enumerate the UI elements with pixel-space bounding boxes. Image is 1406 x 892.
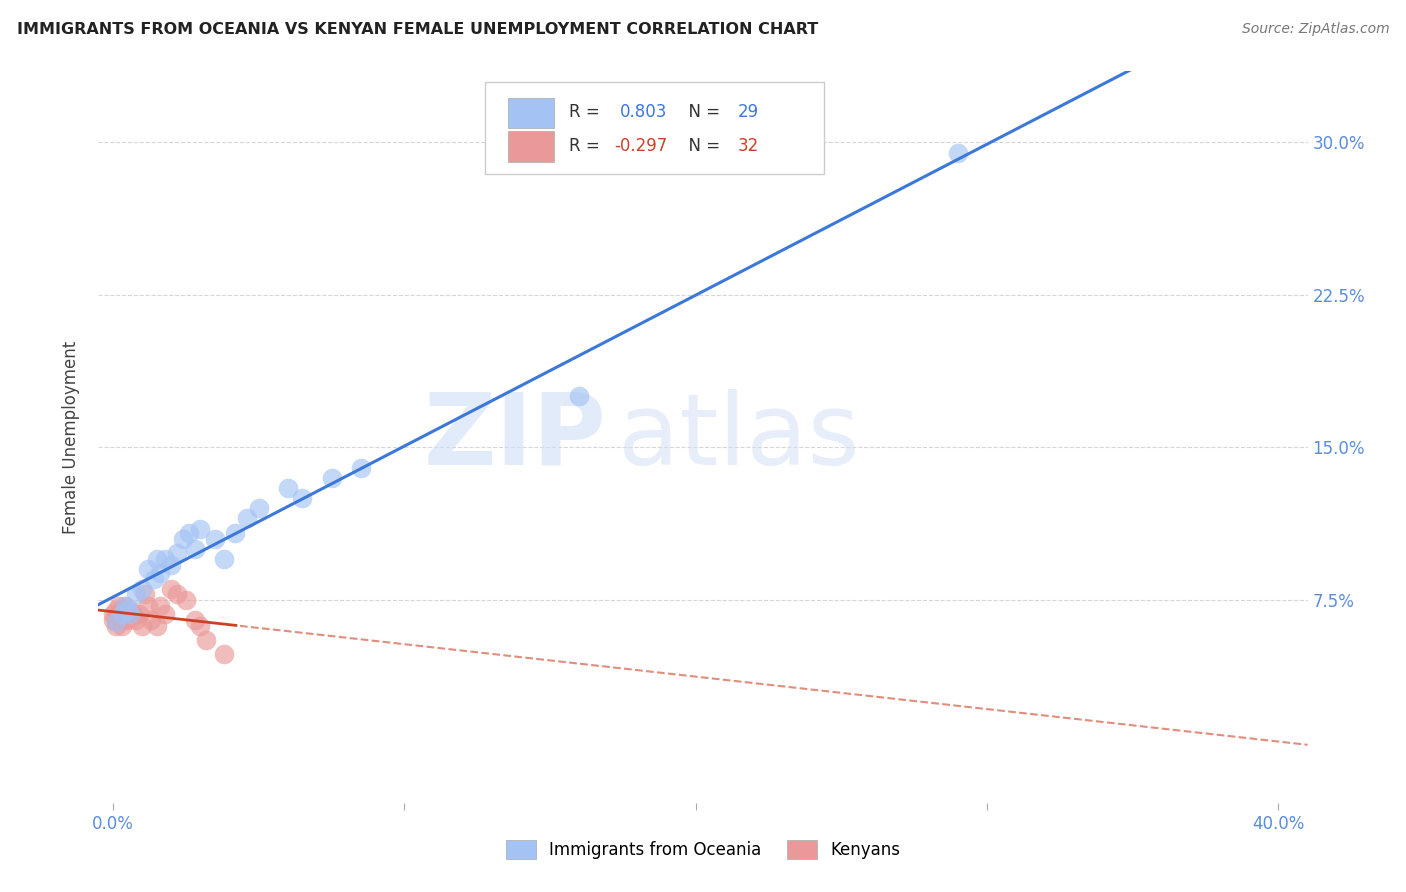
Point	[104, 613, 127, 627]
Point	[108, 607, 131, 621]
Point	[114, 599, 136, 613]
Point	[120, 603, 142, 617]
Point	[134, 586, 156, 600]
Point	[117, 613, 139, 627]
Point	[247, 501, 270, 516]
Point	[111, 619, 134, 633]
Point	[224, 525, 246, 540]
Point	[195, 633, 218, 648]
Text: R =: R =	[569, 137, 605, 155]
Point	[136, 599, 159, 613]
Point	[946, 145, 969, 160]
Point	[131, 582, 153, 597]
Point	[212, 552, 235, 566]
Point	[117, 603, 139, 617]
Point	[111, 607, 134, 621]
Point	[568, 389, 591, 403]
Text: Source: ZipAtlas.com: Source: ZipAtlas.com	[1241, 22, 1389, 37]
Point	[190, 619, 212, 633]
Point	[108, 599, 131, 613]
Point	[155, 552, 177, 566]
Point	[277, 481, 299, 495]
Text: 29: 29	[738, 103, 759, 121]
Point	[155, 607, 177, 621]
Point	[136, 562, 159, 576]
Point	[149, 566, 172, 581]
Point	[160, 582, 183, 597]
Text: ZIP: ZIP	[423, 389, 606, 485]
Text: atlas: atlas	[619, 389, 860, 485]
Point	[350, 460, 373, 475]
Point	[177, 525, 200, 540]
Point	[291, 491, 314, 505]
Point	[160, 558, 183, 573]
FancyBboxPatch shape	[509, 131, 554, 162]
Point	[139, 613, 162, 627]
Point	[236, 511, 259, 525]
Point	[101, 613, 124, 627]
Point	[120, 607, 142, 621]
Point	[212, 648, 235, 662]
Point	[128, 607, 150, 621]
Point	[166, 546, 188, 560]
Point	[321, 471, 343, 485]
Text: IMMIGRANTS FROM OCEANIA VS KENYAN FEMALE UNEMPLOYMENT CORRELATION CHART: IMMIGRANTS FROM OCEANIA VS KENYAN FEMALE…	[17, 22, 818, 37]
Point	[114, 599, 136, 613]
Point	[111, 613, 134, 627]
Point	[183, 613, 205, 627]
Point	[145, 619, 167, 633]
Point	[166, 586, 188, 600]
Point	[125, 613, 148, 627]
Text: N =: N =	[678, 103, 725, 121]
Point	[174, 592, 197, 607]
Text: -0.297: -0.297	[614, 137, 668, 155]
FancyBboxPatch shape	[509, 98, 554, 128]
Legend: Immigrants from Oceania, Kenyans: Immigrants from Oceania, Kenyans	[498, 831, 908, 868]
Text: R =: R =	[569, 103, 605, 121]
Point	[125, 586, 148, 600]
Point	[104, 619, 127, 633]
Point	[142, 572, 165, 586]
Text: N =: N =	[678, 137, 725, 155]
Point	[172, 532, 194, 546]
Point	[204, 532, 226, 546]
Point	[122, 607, 145, 621]
Point	[190, 521, 212, 535]
Point	[145, 552, 167, 566]
Y-axis label: Female Unemployment: Female Unemployment	[62, 341, 80, 533]
Point	[149, 599, 172, 613]
Point	[114, 607, 136, 621]
Point	[104, 615, 127, 629]
Point	[104, 603, 127, 617]
Point	[131, 619, 153, 633]
Point	[183, 541, 205, 556]
Point	[117, 607, 139, 621]
Text: 0.803: 0.803	[620, 103, 666, 121]
Point	[111, 603, 134, 617]
Text: 32: 32	[738, 137, 759, 155]
FancyBboxPatch shape	[485, 82, 824, 174]
Point	[101, 607, 124, 621]
